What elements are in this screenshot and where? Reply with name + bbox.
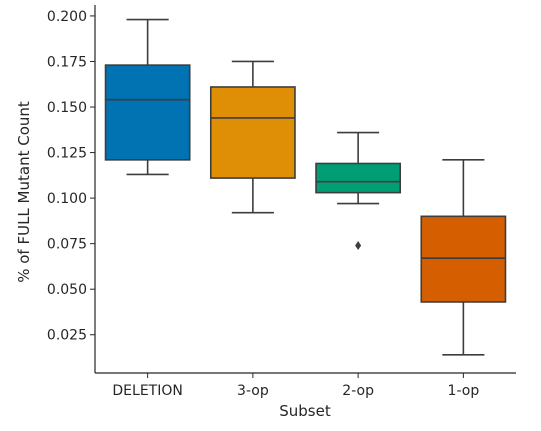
y-tick-label: 0.175 xyxy=(47,54,87,70)
box-2-op xyxy=(315,131,402,250)
box-body xyxy=(420,215,507,303)
box-1-op xyxy=(420,159,507,356)
x-tick-label: DELETION xyxy=(112,383,182,399)
y-tick-label: 0.150 xyxy=(47,100,87,116)
y-axis-ticks: 0.025 0.050 0.075 0.100 0.125 0.150 0.175 0.200 xyxy=(47,9,95,344)
box-body xyxy=(104,64,191,161)
box-deletion xyxy=(104,18,191,176)
plot-area xyxy=(104,18,507,356)
x-axis-ticks: DELETION 3-op 2-op 1-op xyxy=(112,373,479,399)
y-tick-label: 0.125 xyxy=(47,146,87,162)
y-tick-label: 0.050 xyxy=(47,282,87,298)
x-tick-label: 1-op xyxy=(448,383,480,399)
y-tick-label: 0.075 xyxy=(47,237,87,253)
box-body xyxy=(209,86,296,179)
y-tick-label: 0.025 xyxy=(47,328,87,344)
y-tick-label: 0.200 xyxy=(47,9,87,25)
box-3-op xyxy=(209,60,296,214)
y-axis-label: % of FULL Mutant Count xyxy=(15,101,33,283)
x-tick-label: 2-op xyxy=(342,383,374,399)
x-axis-label: Subset xyxy=(279,402,331,420)
x-tick-label: 3-op xyxy=(237,383,269,399)
y-tick-label: 0.100 xyxy=(47,191,87,207)
box-body xyxy=(315,162,402,194)
outlier-point xyxy=(355,240,362,250)
